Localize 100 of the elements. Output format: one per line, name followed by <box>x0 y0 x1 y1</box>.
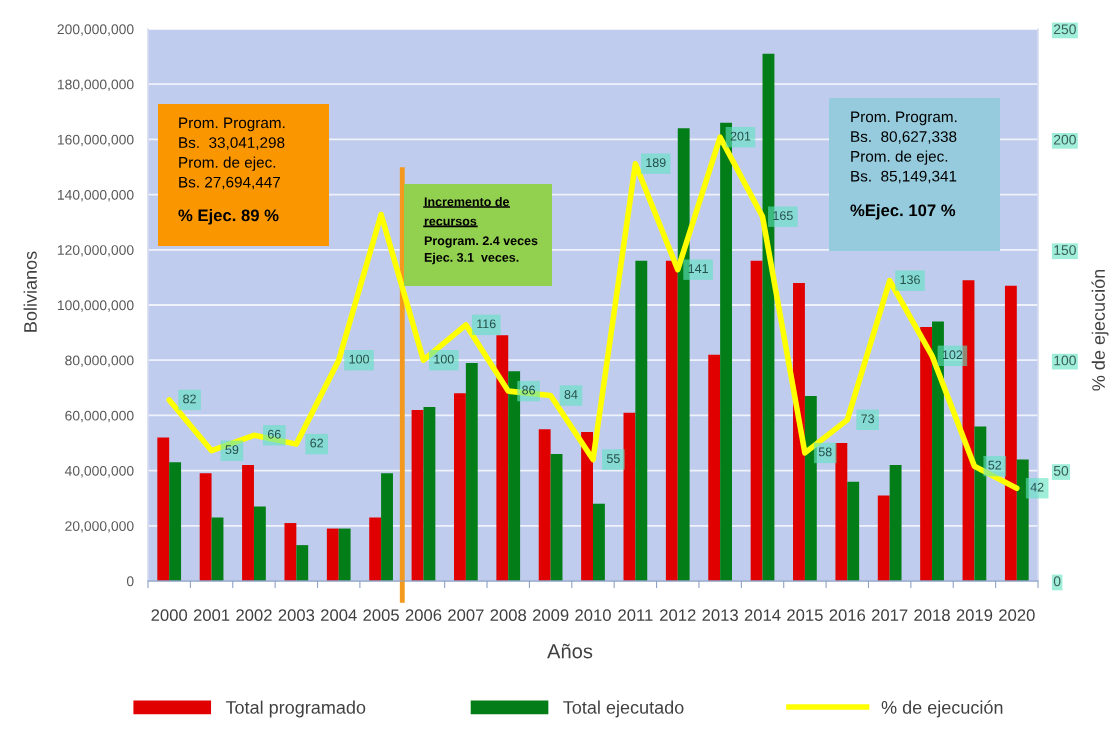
y-tick-label: 120,000,000 <box>57 245 134 257</box>
y-tick-label: 40,000,000 <box>64 465 134 478</box>
data-label: 58 <box>818 447 832 457</box>
data-label: 100 <box>349 354 369 364</box>
bar <box>847 481 860 581</box>
y-axis-title: Bolivianos <box>23 251 37 332</box>
bar <box>326 528 339 581</box>
y2-tick-label: 150 <box>1054 245 1076 255</box>
annotation: Prom. Program. Bs. 33,041,298 Prom. de ejec. Bs. 27,694,447 <box>179 117 285 190</box>
bar <box>889 465 902 581</box>
bar <box>211 517 224 581</box>
bar <box>242 465 254 581</box>
x-tick-label: 2019 <box>956 609 993 622</box>
bar <box>581 431 593 581</box>
y-tick-label: 80,000,000 <box>65 355 134 368</box>
bar <box>369 517 382 581</box>
y-tick-label: 200,000,000 <box>57 24 134 36</box>
x-tick-label: 2010 <box>575 609 611 622</box>
bar <box>877 495 890 581</box>
data-label: 59 <box>225 445 239 455</box>
bar <box>465 362 478 581</box>
x-tick-label: 2007 <box>448 609 484 622</box>
bar <box>708 354 721 581</box>
data-label: 52 <box>988 460 1002 470</box>
annotation: Incremento de recursos <box>424 197 510 226</box>
y-tick-label: 140,000,000 <box>57 189 134 202</box>
bar <box>550 454 563 581</box>
y-tick-label: 160,000,000 <box>57 134 134 147</box>
x-tick-label: 2015 <box>787 609 823 622</box>
legend-label: % de ejecución <box>881 700 1003 718</box>
bar <box>920 327 933 581</box>
data-label: 100 <box>434 354 454 364</box>
data-label: 116 <box>477 319 496 329</box>
bar <box>423 407 436 581</box>
bar <box>296 545 309 581</box>
y2-tick-label: 0 <box>1053 576 1061 587</box>
bar <box>199 473 212 581</box>
x-tick-label: 2014 <box>744 609 781 622</box>
data-label: 189 <box>646 158 666 168</box>
annotation: % Ejec. 89 % <box>178 209 279 225</box>
legend-label: Total programado <box>225 700 366 718</box>
bar <box>284 523 297 581</box>
data-label: 73 <box>861 414 875 424</box>
data-label: 86 <box>522 385 535 395</box>
x-tick-label: 2011 <box>618 609 653 622</box>
bar <box>750 260 763 581</box>
bar <box>169 462 182 581</box>
bar <box>623 412 636 581</box>
bar <box>253 506 266 581</box>
annotation: %Ejec. 107 % <box>850 204 956 220</box>
y2-tick-label: 250 <box>1053 24 1076 35</box>
x-tick-label: 2002 <box>236 609 272 622</box>
data-label: 84 <box>564 390 578 399</box>
x-tick-label: 2009 <box>532 609 569 622</box>
y2-tick-label: 200 <box>1053 134 1076 145</box>
x-tick-label: 2001 <box>193 609 230 622</box>
x-tick-label: 2000 <box>151 609 188 622</box>
x-tick-label: 2012 <box>660 609 696 622</box>
data-label: 66 <box>267 429 281 439</box>
bar <box>411 409 424 581</box>
bar <box>804 396 817 581</box>
bar <box>665 260 678 581</box>
y-tick-label: 0 <box>126 576 134 587</box>
bar <box>157 437 170 581</box>
bar <box>593 503 605 581</box>
legend-label: Total ejecutado <box>563 700 684 718</box>
bar <box>635 260 648 581</box>
x-tick-label: 2017 <box>871 609 908 622</box>
bar <box>835 443 848 581</box>
data-label: 62 <box>310 438 323 448</box>
x-axis-title: Años <box>547 643 593 659</box>
bar <box>338 528 351 581</box>
x-tick-label: 2005 <box>363 609 399 622</box>
annotation: Program. 2.4 veces Ejec. 3.1 veces. <box>424 236 538 265</box>
bar <box>508 371 521 581</box>
data-label: 136 <box>900 275 920 285</box>
data-label: 55 <box>606 454 620 463</box>
y-tick-label: 60,000,000 <box>65 410 134 423</box>
x-tick-label: 2016 <box>829 609 866 622</box>
y-tick-label: 180,000,000 <box>57 79 134 92</box>
annotation: Prom. Program. Bs. 80,627,338 Prom. de ejec. Bs. 85,149,341 <box>851 111 957 184</box>
x-tick-label: 2006 <box>405 609 442 622</box>
data-label: 42 <box>1030 482 1044 492</box>
y2-tick-label: 50 <box>1053 465 1069 476</box>
x-tick-label: 2018 <box>914 609 950 622</box>
bar <box>1016 459 1029 581</box>
bar <box>453 393 466 581</box>
bar <box>496 335 509 581</box>
y-tick-label: 100,000,000 <box>57 300 134 312</box>
bar <box>381 473 393 581</box>
x-tick-label: 2008 <box>490 609 527 622</box>
y2-tick-label: 100 <box>1054 355 1076 366</box>
bar <box>974 426 987 581</box>
x-tick-label: 2004 <box>321 609 357 622</box>
x-tick-label: 2013 <box>702 609 738 622</box>
x-tick-label: 2020 <box>999 609 1035 622</box>
bar <box>538 429 551 581</box>
y2-axis-title: % de ejecución <box>1091 269 1109 391</box>
x-tick-label: 2003 <box>278 609 315 622</box>
bar <box>1004 285 1017 581</box>
